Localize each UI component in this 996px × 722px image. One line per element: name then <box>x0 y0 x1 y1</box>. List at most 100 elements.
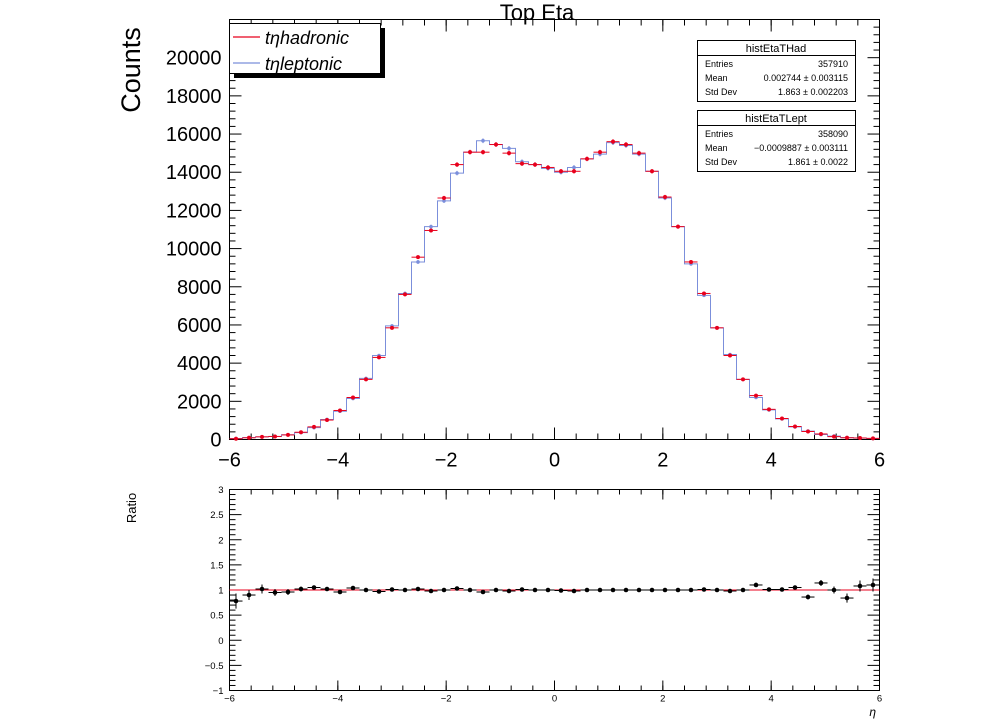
ratio-y-tick-label: −1 <box>213 686 224 697</box>
hadronic-point <box>286 432 290 437</box>
leptonic-point <box>455 171 459 175</box>
hadronic-point <box>715 325 719 330</box>
leptonic-point <box>442 199 446 203</box>
ratio-point <box>519 587 525 592</box>
ratio-point <box>844 595 850 601</box>
stats-box-had: histEtaTHad Entries 357910 Mean 0.002744… <box>697 40 856 102</box>
hadronic-point <box>351 395 355 400</box>
hadronic-point <box>273 434 277 439</box>
hadronic-point <box>585 156 589 161</box>
ratio-point <box>415 586 421 592</box>
ratio-x-tick-label: 2 <box>660 694 665 705</box>
x-tick-label: 4 <box>766 450 777 472</box>
ratio-y-tick-label: −0.5 <box>205 661 224 672</box>
leptonic-point <box>481 138 485 143</box>
ratio-point <box>324 586 330 592</box>
hadronic-point <box>234 436 238 441</box>
hadronic-point <box>494 142 498 147</box>
ratio-point <box>350 585 356 591</box>
ratio-y-tick-label: 0.5 <box>210 611 223 622</box>
ratio-point <box>285 589 291 595</box>
ratio-point <box>714 587 720 593</box>
stats-label-entries-lept: Entries <box>705 129 734 139</box>
ratio-point <box>532 587 538 593</box>
stats-label-stddev-lept: Std Dev <box>705 157 738 167</box>
ratio-panel: Ratio η −1 −0.5 0 0.5 1 1.5 2 2.5 3 −6 −4 −2 0 2 4 6 <box>124 485 882 719</box>
ratio-point <box>753 582 759 588</box>
stats-value-entries-lept: 358090 <box>818 129 848 139</box>
y-tick-label: 0 <box>210 430 221 452</box>
ratio-point <box>493 587 499 593</box>
y-axis: 0 2000 4000 6000 8000 10000 12000 14000 16000 180… <box>166 26 880 452</box>
hadronic-point <box>377 355 381 360</box>
y-tick-label: 4000 <box>177 353 222 375</box>
ratio-point <box>246 592 252 598</box>
ratio-point <box>337 589 343 595</box>
ratio-point <box>441 587 447 593</box>
hadronic-point <box>676 224 680 229</box>
hadronic-point <box>819 431 823 436</box>
ratio-point <box>467 587 473 593</box>
leptonic-point <box>572 165 576 170</box>
x-tick-label: −6 <box>218 450 241 472</box>
x-axis: −6 −4 −2 0 2 4 6 <box>218 19 885 472</box>
x-tick-label: −4 <box>326 450 349 472</box>
y-tick-label: 18000 <box>166 86 222 108</box>
ratio-point <box>727 588 733 594</box>
ratio-y-tick-label: 3 <box>218 485 223 496</box>
legend-box <box>229 23 381 74</box>
hadronic-point <box>754 393 758 398</box>
y-tick-label: 20000 <box>166 48 222 70</box>
hadronic-point <box>871 436 875 441</box>
leptonic-step-line <box>229 140 880 440</box>
ratio-point <box>480 589 486 595</box>
ratio-point <box>376 589 382 594</box>
x-tick-label: 6 <box>874 450 885 472</box>
hadronic-point <box>455 162 459 167</box>
ratio-point <box>298 586 304 592</box>
series-tetaleptonic <box>229 138 880 441</box>
ratio-point <box>454 586 460 591</box>
y-tick-label: 16000 <box>166 124 222 146</box>
ratio-point <box>766 587 772 592</box>
ratio-point <box>636 587 642 593</box>
ratio-point <box>831 587 837 593</box>
hadronic-point <box>468 150 472 155</box>
hadronic-point <box>728 353 732 358</box>
ratio-y-axis: −1 −0.5 0 0.5 1 1.5 2 2.5 3 <box>205 485 880 697</box>
leptonic-point <box>507 146 511 151</box>
hadronic-point <box>611 139 615 144</box>
hadronic-point <box>312 424 316 429</box>
hadronic-point <box>689 259 693 264</box>
ratio-point <box>571 588 577 594</box>
ratio-point <box>363 587 369 593</box>
ratio-point <box>662 587 668 593</box>
ratio-y-axis-label: Ratio <box>124 493 139 523</box>
ratio-x-tick-label: −6 <box>224 694 235 705</box>
hadronic-point <box>546 165 550 170</box>
hadronic-point <box>637 151 641 156</box>
stats-value-stddev-had: 1.863 ± 0.002203 <box>778 87 848 97</box>
y-tick-label: 6000 <box>177 315 222 337</box>
hadronic-point <box>325 418 329 423</box>
stats-label-entries-had: Entries <box>705 59 734 69</box>
x-tick-label: −2 <box>435 450 458 472</box>
ratio-x-tick-label: 6 <box>877 694 882 705</box>
legend-label-hadronic: tηhadronic <box>265 28 349 48</box>
ratio-point <box>272 590 278 595</box>
y-tick-label: 8000 <box>177 277 222 299</box>
hadronic-point <box>780 416 784 421</box>
ratio-point <box>610 587 616 593</box>
ratio-y-tick-label: 0 <box>218 636 223 647</box>
hadronic-point <box>767 407 771 412</box>
hadronic-point <box>793 424 797 429</box>
hadronic-point <box>481 150 485 155</box>
main-histogram-panel: Top Eta Counts 0 2000 4000 6000 8000 10000 120… <box>116 0 885 472</box>
hadronic-point <box>338 408 342 413</box>
stats-box-lept: histEtaTLept Entries 358090 Mean −0.0009… <box>697 110 856 172</box>
leptonic-point <box>416 260 420 264</box>
y-tick-label: 2000 <box>177 391 222 413</box>
ratio-x-axis: −6 −4 −2 0 2 4 6 <box>224 489 882 705</box>
ratio-x-axis-label: η <box>869 705 876 719</box>
